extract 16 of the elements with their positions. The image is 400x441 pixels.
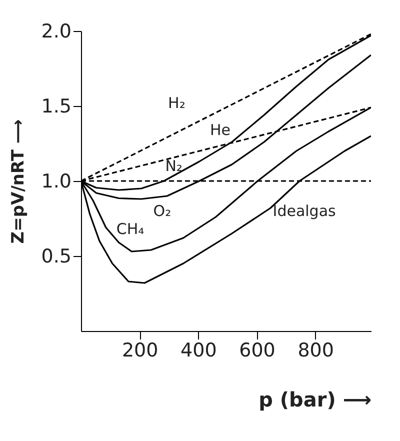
annotation: CH₄ [116, 220, 144, 238]
y-tick-label: 1.5 [41, 96, 72, 118]
x-tick-label: 800 [298, 340, 334, 362]
annotation: He [210, 121, 230, 139]
annotation: O₂ [153, 202, 172, 220]
y-tick-label: 1.0 [41, 170, 72, 192]
y-tick-label: 2.0 [41, 20, 72, 42]
x-tick-label: 600 [239, 340, 276, 362]
y-tick-label: 0.5 [41, 246, 72, 268]
x-tick-label: 400 [180, 340, 217, 362]
annotation: H₂ [168, 94, 186, 112]
x-axis-title: p (bar) ⟶ [258, 388, 372, 412]
x-tick-label: 200 [122, 340, 158, 362]
annotation: Idealgas [272, 202, 336, 220]
annotation: N₂ [165, 157, 182, 175]
y-axis-title: Z=pV/nRT ⟶ [8, 119, 28, 244]
